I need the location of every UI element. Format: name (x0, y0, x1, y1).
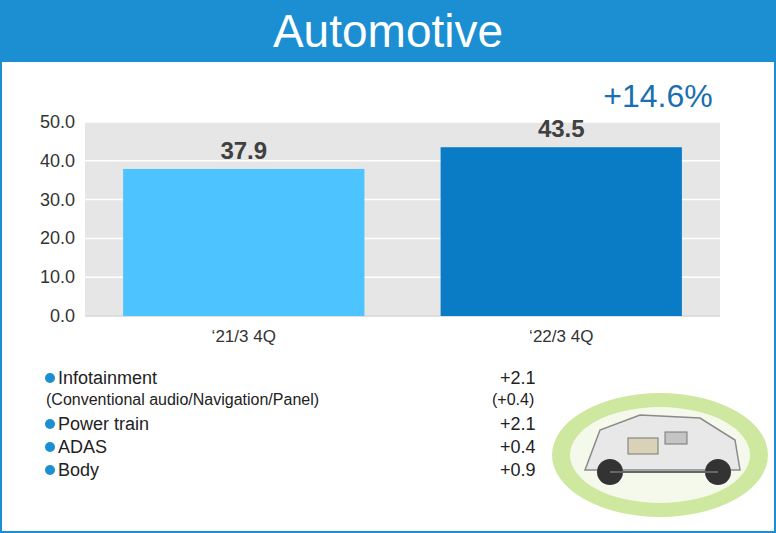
breakdown-detail-value: (+0.4) (492, 391, 534, 408)
breakdown-label: Body (58, 460, 99, 480)
frame (1, 1, 775, 532)
car-illustration (552, 393, 768, 517)
y-tick-label: 30.0 (40, 190, 75, 210)
car-axle (610, 471, 718, 473)
breakdown-detail-label: (Conventional audio/Navigation/Panel) (46, 391, 319, 408)
car-backdrop (552, 393, 768, 517)
bar (123, 169, 364, 316)
y-tick-label: 10.0 (40, 267, 75, 287)
title-banner (0, 0, 776, 62)
bars (123, 147, 682, 316)
bar (441, 147, 682, 316)
grid-line (85, 121, 720, 123)
car-part (665, 432, 687, 444)
y-tick-label: 20.0 (40, 228, 75, 248)
breakdown-value: +2.1 (500, 368, 536, 388)
data-label: 43.5 (538, 115, 585, 142)
breakdown-value: +0.9 (500, 460, 536, 480)
breakdown-value: +0.4 (500, 437, 536, 457)
y-tick-label: 50.0 (40, 112, 75, 132)
breakdown-label: Power train (58, 414, 149, 434)
breakdown-label: Infotainment (58, 368, 157, 388)
plot-background (85, 122, 720, 316)
y-tick-label: 40.0 (40, 151, 75, 171)
x-tick-label: ‘21/3 4Q (212, 327, 276, 346)
car-backdrop-inner (570, 407, 750, 503)
car-part (628, 438, 658, 454)
bullet (45, 373, 55, 383)
breakdown-value: +2.1 (500, 414, 536, 434)
bullet (45, 419, 55, 429)
canvas: Automotive 0.0 10.0 20.0 30.0 40.0 50.0 ‘21/3 4… (0, 0, 776, 533)
chart-title: Automotive (273, 5, 503, 57)
y-tick-label: 0.0 (50, 306, 75, 326)
annotation: +14.6% (603, 78, 712, 114)
breakdown-label: ADAS (58, 437, 107, 457)
bullet (45, 465, 55, 475)
data-label: 37.9 (220, 137, 267, 164)
bullet (45, 442, 55, 452)
x-tick-label: ‘22/3 4Q (529, 327, 593, 346)
